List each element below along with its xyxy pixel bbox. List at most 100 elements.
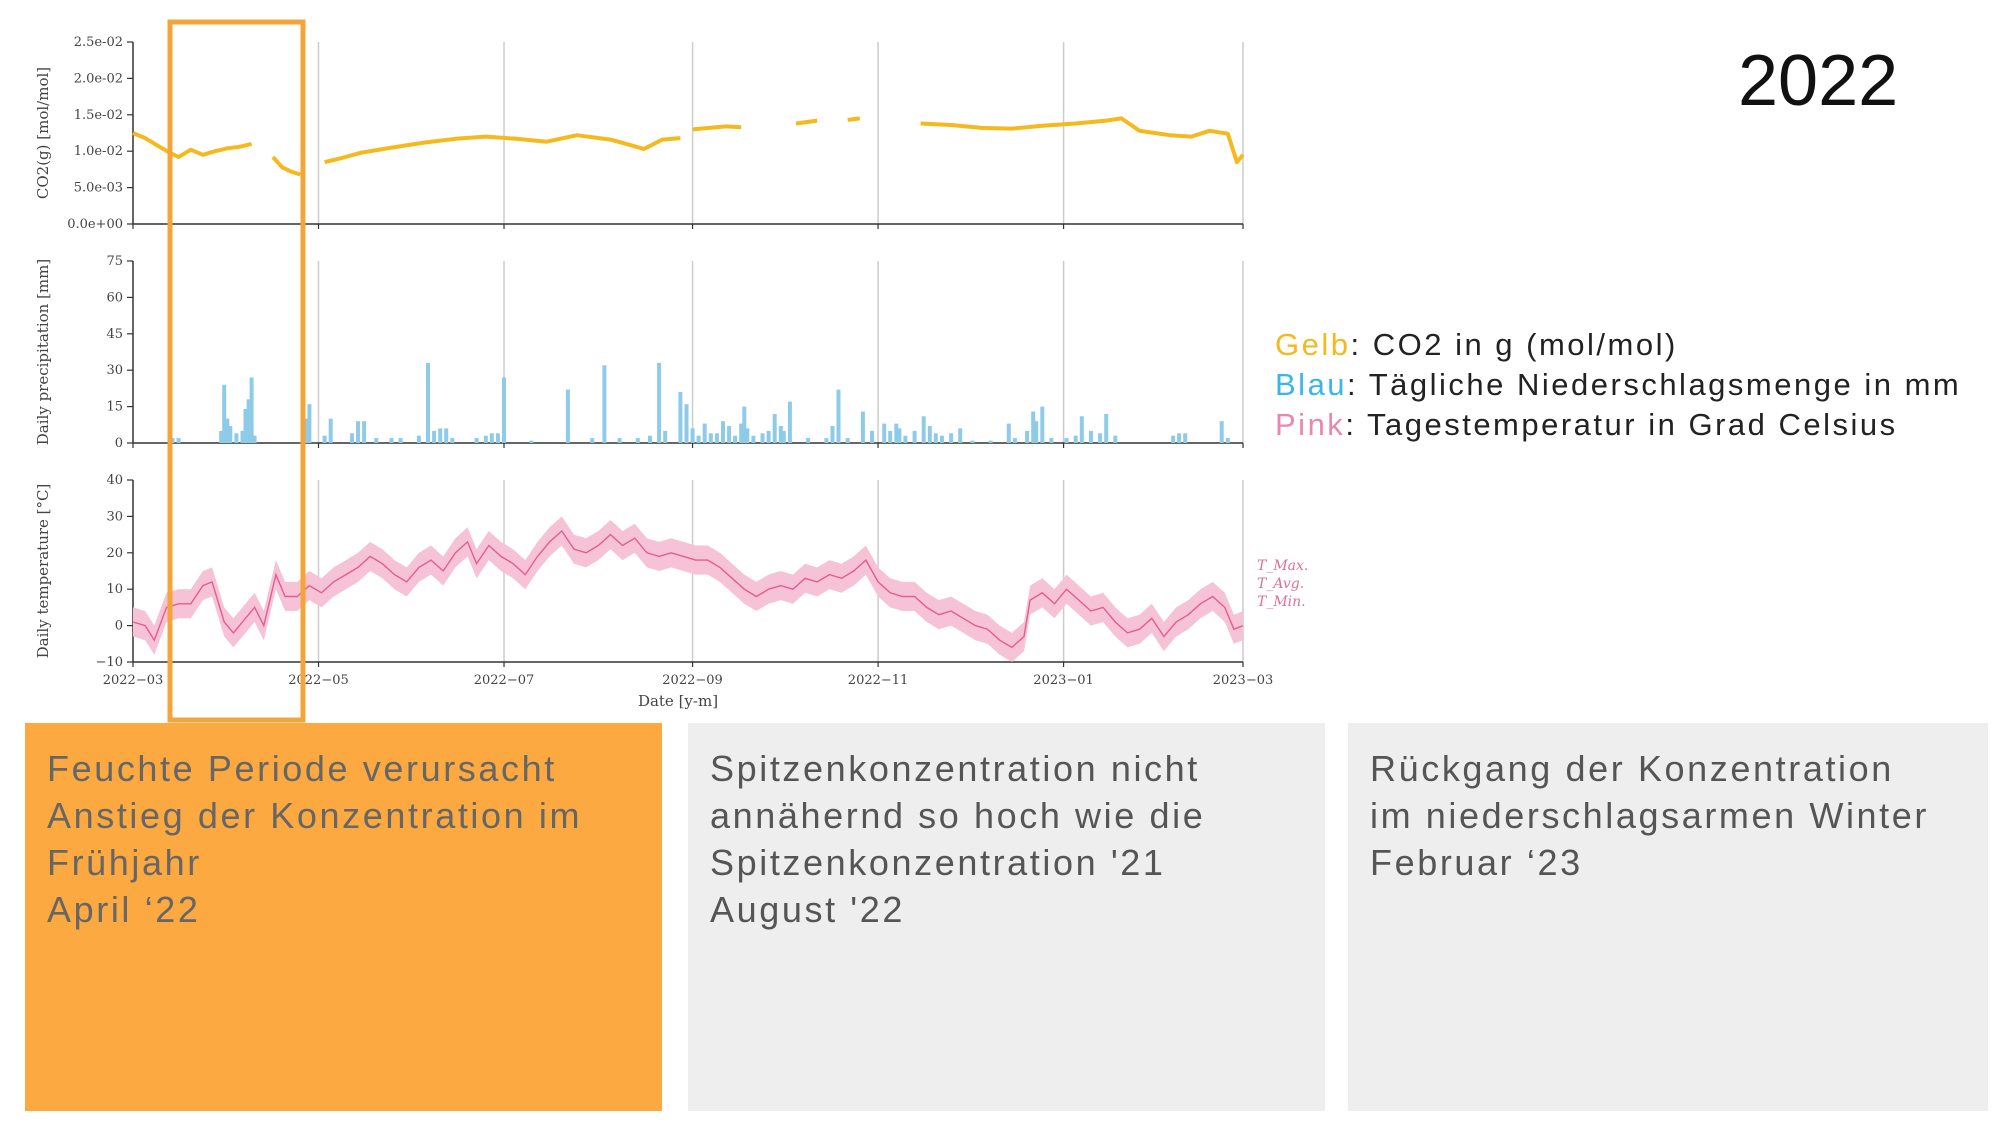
precipitation-bar [474, 438, 479, 443]
temperature-series-label: T_Max. [1257, 558, 1308, 574]
panel-line: Spitzenkonzentration '21 [710, 842, 1166, 883]
precipitation-bar [1219, 421, 1224, 443]
precipitation-bar [234, 433, 239, 443]
precipitation-bar [304, 418, 309, 443]
precipitation-bar [389, 438, 394, 443]
y-tick-label: 40 [106, 473, 123, 488]
legend-text-co2: : CO2 in g (mol/mol) [1350, 327, 1678, 362]
precipitation-bar [912, 430, 917, 443]
y-tick-label: 15 [106, 400, 123, 415]
precipitation-bar [845, 438, 850, 443]
x-tick-label: 2022−07 [474, 673, 535, 688]
x-tick-label: 2023−01 [1033, 673, 1094, 688]
precipitation-bar [356, 421, 360, 443]
precipitation-bar [322, 435, 327, 443]
legend-key-temperature: Pink [1275, 407, 1346, 442]
temperature-series-label: T_Min. [1257, 594, 1306, 610]
precipitation-bar [903, 435, 908, 443]
temperature-range-band [133, 516, 1243, 662]
precipitation-bar [225, 418, 230, 443]
temperature-series-label: T_Avg. [1257, 576, 1304, 592]
precipitation-bar [1113, 435, 1118, 443]
precipitation-bar [307, 404, 312, 443]
precipitation-bar [444, 428, 449, 443]
precipitation-bar [830, 426, 835, 443]
precipitation-bar [958, 428, 963, 443]
precipitation-bar [657, 362, 662, 443]
y-tick-label: −10 [96, 655, 123, 670]
precipitation-bar [1031, 411, 1036, 443]
precipitation-bar [502, 377, 506, 443]
highlight-frame [167, 19, 306, 723]
precipitation-bar [894, 423, 899, 443]
precipitation-bar [988, 440, 993, 443]
precipitation-bar [927, 426, 932, 443]
precipitation-bar [739, 423, 744, 443]
precipitation-bar [888, 430, 893, 443]
panel-line: annähernd so hoch wie die [710, 795, 1206, 836]
annotation-panel-february: Rückgang der Konzentration im niederschl… [1348, 723, 1988, 1111]
precipitation-bar [495, 433, 500, 443]
legend-row-temperature: Pink: Tagestemperatur in Grad Celsius [1275, 405, 1961, 445]
co2-axes: 0.0e+00 5.0e-03 1.0e-02 1.5e-02 2.0e-02 2.5e-… [34, 35, 1245, 232]
y-tick-label: 30 [106, 509, 123, 524]
precipitation-bar [450, 438, 455, 443]
year-title: 2022 [1738, 41, 1899, 121]
x-tick-label: 2022−11 [848, 673, 909, 688]
precipitation-bar [617, 438, 622, 443]
precipitation-bar [243, 409, 248, 443]
y-tick-label: 10 [106, 582, 123, 597]
panel-line: Spitzenkonzentration nicht [710, 748, 1200, 789]
panel-line: Anstieg der Konzentration im [47, 795, 583, 836]
y-tick-label: 5.0e-03 [74, 181, 123, 196]
precipitation-bar [702, 423, 707, 443]
precipitation-bar [733, 435, 738, 443]
precipitation-bar [438, 428, 443, 443]
precipitation-bar [374, 438, 379, 443]
precipitation-bar [416, 435, 421, 443]
precipitation-bar [824, 438, 829, 443]
precipitation-bar [663, 430, 668, 443]
precipitation-bar [1225, 438, 1230, 443]
precipitation-bar [529, 440, 534, 443]
precipitation-bar [1040, 406, 1045, 443]
precipitation-bar [602, 365, 607, 443]
precipitation-bar [1064, 438, 1069, 443]
precipitation-bar [432, 430, 437, 443]
y-tick-label: 30 [106, 363, 123, 378]
precipitation-bar [970, 440, 975, 443]
precipitation-bar [219, 430, 224, 443]
precipitation-bar [1034, 421, 1039, 443]
precipitation-bar [648, 435, 652, 443]
precipitation-bar [721, 421, 725, 443]
legend-text-precipitation: : Tägliche Niederschlagsmenge in mm [1347, 367, 1962, 402]
legend-text-temperature: : Tagestemperatur in Grad Celsius [1345, 407, 1898, 442]
precipitation-bar [727, 426, 732, 443]
precipitation-bar [772, 413, 777, 443]
precipitation-bar [781, 430, 786, 443]
panel-line: Februar ‘23 [1370, 842, 1583, 883]
precipitation-bar [897, 428, 902, 443]
precipitation-bar [635, 438, 640, 443]
precipitation-bar [860, 411, 865, 443]
precipitation-bar [766, 430, 771, 443]
precipitation-bar [933, 433, 938, 443]
precipitation-bar [1183, 433, 1188, 443]
precipitation-bar [949, 433, 954, 443]
y-tick-label: 1.5e-02 [74, 108, 123, 123]
precipitation-bar [870, 430, 874, 443]
x-tick-label: 2022−09 [662, 673, 723, 688]
panel-line: Rückgang der Konzentration [1370, 748, 1894, 789]
precipitation-bar [249, 377, 254, 443]
precipitation-bar [751, 435, 756, 443]
precipitation-bar [1012, 438, 1017, 443]
precipitation-bar [708, 433, 713, 443]
y-tick-label: 0 [115, 619, 123, 634]
date-x-axis: 2022−03 2022−05 2022−07 2022−09 2022−11 2023−… [103, 673, 1274, 710]
panel-line: Frühjahr [47, 842, 202, 883]
precipitation-bar [398, 438, 403, 443]
precipitation-bar [921, 416, 926, 443]
precipitation-bar [590, 438, 595, 443]
precipitation-bar [1088, 430, 1093, 443]
